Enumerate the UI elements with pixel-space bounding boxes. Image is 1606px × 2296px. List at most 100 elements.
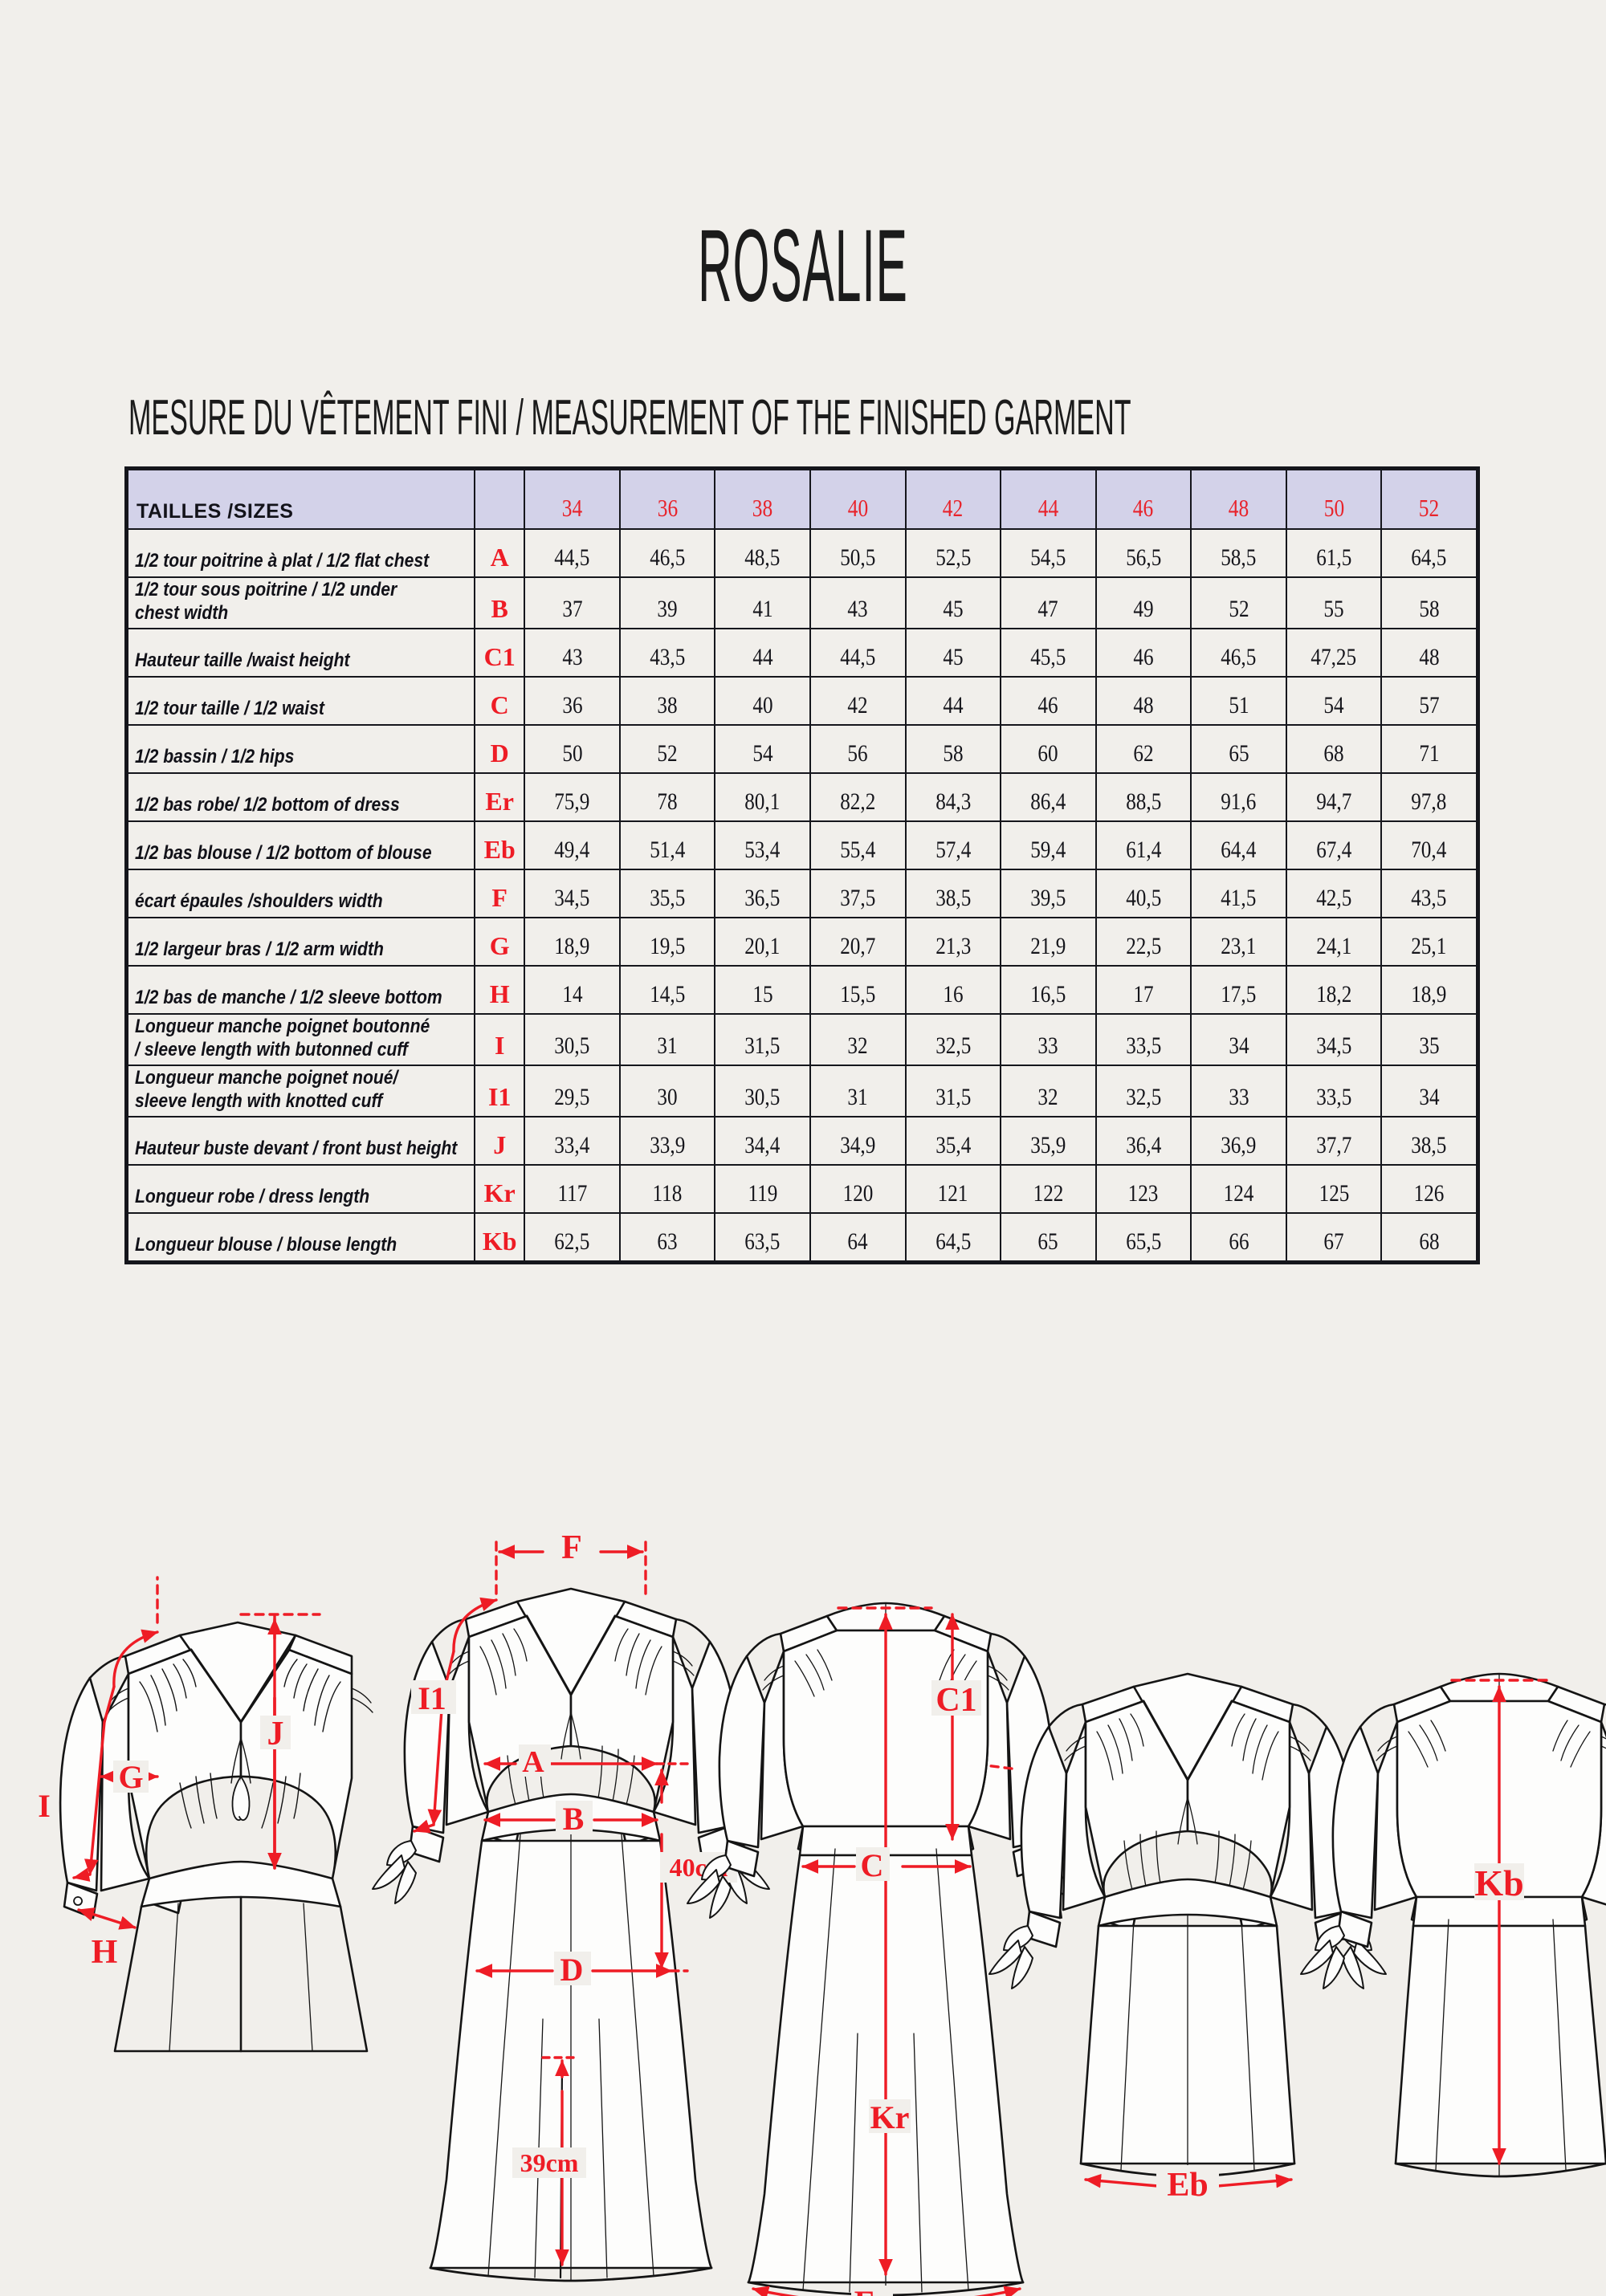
cell-Kr-size-34: 117 [524, 1164, 621, 1214]
cell-value: 31 [657, 1032, 678, 1059]
cell-A-size-46: 56,5 [1094, 528, 1192, 578]
cell-F-size-48: 41,5 [1190, 869, 1287, 918]
cell-D-size-50: 68 [1285, 724, 1383, 774]
cell-G-size-44: 21,9 [1000, 917, 1097, 967]
cell-Kr-size-44: 122 [1000, 1164, 1097, 1214]
cell-Kr-size-38: 119 [714, 1164, 812, 1214]
row-label: Hauteur taille /waist height [126, 628, 476, 678]
cell-value: 32 [1037, 1084, 1059, 1110]
cell-value: 55 [1323, 596, 1344, 622]
cell-value: 68 [1323, 740, 1344, 767]
cell-value: 44 [943, 692, 964, 719]
cell-value: 42,5 [1316, 885, 1352, 911]
cell-J-size-52: 38,5 [1380, 1116, 1478, 1166]
table-row: 1/2 bas de manche / 1/2 sleeve bottom H 14… [126, 965, 1478, 1015]
row-code: I1 [474, 1065, 526, 1117]
cell-B-size-48: 52 [1190, 576, 1287, 629]
cell-value: 21,9 [1030, 933, 1066, 959]
cell-A-size-42: 52,5 [904, 528, 1002, 578]
cell-value: 66 [1228, 1228, 1249, 1255]
cell-Er-size-38: 80,1 [714, 772, 812, 822]
cell-value: 18,9 [554, 933, 590, 959]
cell-value: 34,9 [840, 1132, 876, 1158]
cell-Kb-size-52: 68 [1380, 1212, 1478, 1262]
cell-Kr-size-40: 120 [809, 1164, 907, 1214]
cell-D-size-36: 52 [618, 724, 716, 774]
label-Kr: Kr [870, 2099, 910, 2135]
cell-value: 52 [657, 740, 678, 767]
cell-value: 19,5 [650, 933, 686, 959]
cell-F-size-38: 36,5 [714, 869, 812, 918]
cell-D-size-42: 58 [904, 724, 1002, 774]
cell-I1-size-52: 34 [1380, 1065, 1478, 1117]
cell-value: 32 [847, 1032, 868, 1059]
cell-value: 121 [937, 1180, 968, 1207]
label-Eb: Eb [1167, 2167, 1208, 2204]
cell-value: 14 [562, 981, 583, 1008]
cell-G-size-52: 25,1 [1380, 917, 1478, 967]
cell-value: 126 [1413, 1180, 1445, 1207]
cell-I-size-40: 32 [809, 1013, 907, 1066]
cell-value: 78 [657, 788, 678, 815]
cell-value: 67 [1323, 1228, 1344, 1255]
cell-value: 41 [752, 596, 773, 622]
cell-Er-size-52: 97,8 [1380, 772, 1478, 822]
cell-F-size-34: 34,5 [524, 869, 621, 918]
cell-G-size-40: 20,7 [809, 917, 907, 967]
cell-value: 125 [1319, 1180, 1350, 1207]
cell-value: 65 [1228, 740, 1249, 767]
cell-C1-size-34: 43 [524, 628, 621, 678]
cell-B-size-36: 39 [618, 576, 716, 629]
cell-H-size-36: 14,5 [618, 965, 716, 1015]
cell-value: 75,9 [554, 788, 590, 815]
cell-C-size-42: 44 [904, 676, 1002, 726]
cell-value: 30,5 [554, 1032, 590, 1059]
cell-Kr-size-46: 123 [1094, 1164, 1192, 1214]
row-code: I [474, 1013, 526, 1066]
cell-Kb-size-38: 63,5 [714, 1212, 812, 1262]
cell-G-size-48: 23,1 [1190, 917, 1287, 967]
cell-value: 42 [847, 692, 868, 719]
cell-Eb-size-46: 61,4 [1094, 820, 1192, 870]
cell-value: 88,5 [1125, 788, 1162, 815]
cell-Kb-size-36: 63 [618, 1212, 716, 1262]
cell-value: 15,5 [840, 981, 876, 1008]
cell-value: 18,9 [1411, 981, 1447, 1008]
cell-F-size-46: 40,5 [1094, 869, 1192, 918]
cell-I-size-34: 30,5 [524, 1013, 621, 1066]
cell-Eb-size-42: 57,4 [904, 820, 1002, 870]
cell-value: 43 [562, 644, 583, 670]
cell-D-size-52: 71 [1380, 724, 1478, 774]
figure-blouse-back: Kb [1300, 1672, 1606, 2178]
column-header-sizes-label: TAILLES /SIZES [126, 469, 476, 530]
cell-I1-size-40: 31 [809, 1065, 907, 1117]
cell-D-size-46: 62 [1094, 724, 1192, 774]
size-48-text: 48 [1228, 494, 1249, 522]
page-subtitle: MESURE DU VÊTEMENT FINI / MEASUREMENT OF… [128, 390, 1131, 446]
cell-B-size-34: 37 [524, 576, 621, 629]
row-code: D [474, 724, 526, 774]
cell-value: 70,4 [1411, 837, 1447, 863]
cell-value: 35 [1419, 1032, 1440, 1059]
cell-I1-size-44: 32 [1000, 1065, 1097, 1117]
label-F: F [561, 1529, 582, 1566]
size-38-text: 38 [752, 494, 773, 522]
size-52-text: 52 [1418, 494, 1440, 522]
cell-value: 124 [1223, 1180, 1254, 1207]
cell-value: 35,5 [650, 885, 686, 911]
cell-I1-size-46: 32,5 [1094, 1065, 1192, 1117]
row-label-text: Longueur blouse / blouse length [135, 1233, 397, 1256]
cell-value: 50,5 [840, 544, 876, 571]
cell-value: 16 [943, 981, 964, 1008]
cell-value: 52,5 [935, 544, 971, 571]
row-label: écart épaules /shoulders width [126, 869, 476, 918]
cell-value: 38,5 [1411, 1132, 1447, 1158]
cell-value: 63 [657, 1228, 678, 1255]
table-row: écart épaules /shoulders width F 34,5 35,5 3… [126, 869, 1478, 918]
cell-Er-size-34: 75,9 [524, 772, 621, 822]
cell-value: 21,3 [935, 933, 971, 959]
cell-Kb-size-34: 62,5 [524, 1212, 621, 1262]
row-code: Kb [474, 1212, 526, 1262]
cell-value: 46,5 [1221, 644, 1257, 670]
cell-value: 51 [1228, 692, 1249, 719]
